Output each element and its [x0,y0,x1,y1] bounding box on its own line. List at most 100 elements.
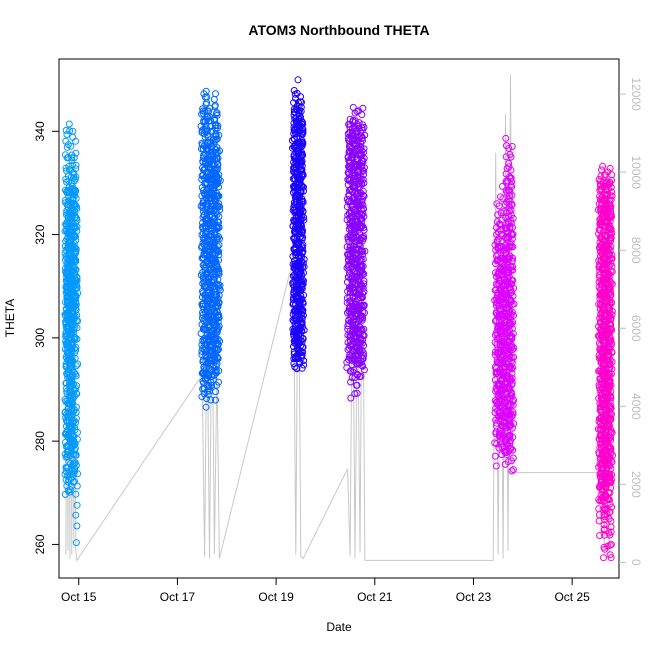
data-point-0 [71,191,79,199]
data-point-5 [608,503,615,511]
data-point-4 [508,178,516,186]
data-point-4 [508,424,516,432]
data-point-4 [492,462,500,470]
data-point-0 [72,149,80,157]
data-point-3 [360,349,367,357]
data-point-5 [607,196,615,204]
data-point-4 [509,466,517,474]
data-point-5 [606,246,614,254]
data-point-2 [297,245,305,253]
data-point-5 [606,397,614,405]
data-point-4 [508,365,515,373]
data-point-4 [505,195,512,203]
data-point-5 [606,551,614,559]
data-point-4 [509,433,517,441]
data-point-5 [606,508,614,516]
data-point-0 [64,315,72,323]
data-point-1 [201,117,209,125]
data-point-5 [601,491,609,498]
data-point-0 [67,213,75,221]
data-point-1 [215,223,223,231]
data-point-1 [211,137,219,145]
data-point-0 [72,245,80,253]
data-point-1 [215,251,223,259]
data-point-4 [508,143,516,150]
data-point-0 [68,364,76,372]
data-point-2 [299,208,307,216]
data-point-0 [73,435,81,443]
data-point-2 [299,228,306,236]
data-point-5 [608,370,615,378]
data-point-5 [607,436,615,444]
data-point-0 [72,389,80,397]
data-point-0 [72,346,80,354]
data-point-3 [359,201,367,209]
plot-frame [58,58,620,579]
data-point-0 [67,356,75,364]
data-point-3 [352,322,360,329]
data-point-0 [63,482,71,490]
data-point-2 [298,119,306,127]
data-point-5 [608,340,616,348]
data-point-4 [509,346,517,354]
y-axis-label: THETA [3,299,17,337]
data-point-5 [606,325,614,333]
data-point-4 [509,401,517,409]
x-tick-label: Oct 25 [554,590,590,604]
data-point-4 [495,444,503,452]
data-point-5 [608,476,615,484]
data-point-2 [298,248,306,256]
data-point-4 [505,144,513,152]
data-point-0 [66,201,74,209]
data-point-3 [359,191,367,199]
data-point-4 [509,276,517,284]
data-point-1 [216,177,224,185]
data-point-1 [212,396,219,404]
data-point-0 [73,382,81,390]
data-point-5 [607,234,615,242]
data-point-1 [215,322,223,330]
data-point-2 [298,295,306,303]
data-point-4 [509,292,517,300]
data-point-2 [297,292,305,300]
data-point-0 [73,205,81,212]
y-tick-label: 260 [33,534,47,554]
data-point-4 [509,214,517,222]
data-point-5 [607,541,615,548]
data-point-5 [607,528,615,536]
data-point-1 [215,200,223,207]
data-point-5 [604,495,612,503]
data-point-3 [360,226,368,234]
data-point-2 [298,276,306,284]
right-y-tick-label: 6000 [629,315,643,342]
data-point-0 [72,362,80,370]
data-point-0 [72,256,80,264]
data-point-4 [509,230,517,238]
data-point-4 [510,284,518,292]
data-point-1 [203,395,210,403]
data-point-0 [72,301,80,308]
data-point-0 [65,371,73,379]
data-point-0 [72,173,80,181]
data-point-4 [493,238,501,246]
data-point-0 [69,267,77,275]
data-point-4 [505,200,513,208]
data-point-4 [509,254,517,262]
data-point-5 [608,280,616,288]
data-point-0 [73,501,81,509]
data-point-1 [216,337,223,345]
data-point-0 [67,345,75,353]
data-point-5 [600,516,608,524]
data-point-5 [607,291,615,299]
data-point-3 [351,109,359,117]
data-point-2 [300,277,307,285]
data-point-1 [202,87,210,95]
data-point-5 [607,465,615,472]
data-point-2 [298,212,306,219]
data-point-3 [358,358,366,366]
data-point-0 [69,274,76,282]
data-point-4 [509,224,516,231]
data-point-5 [608,410,615,418]
data-point-4 [510,312,517,319]
data-point-3 [361,247,369,255]
